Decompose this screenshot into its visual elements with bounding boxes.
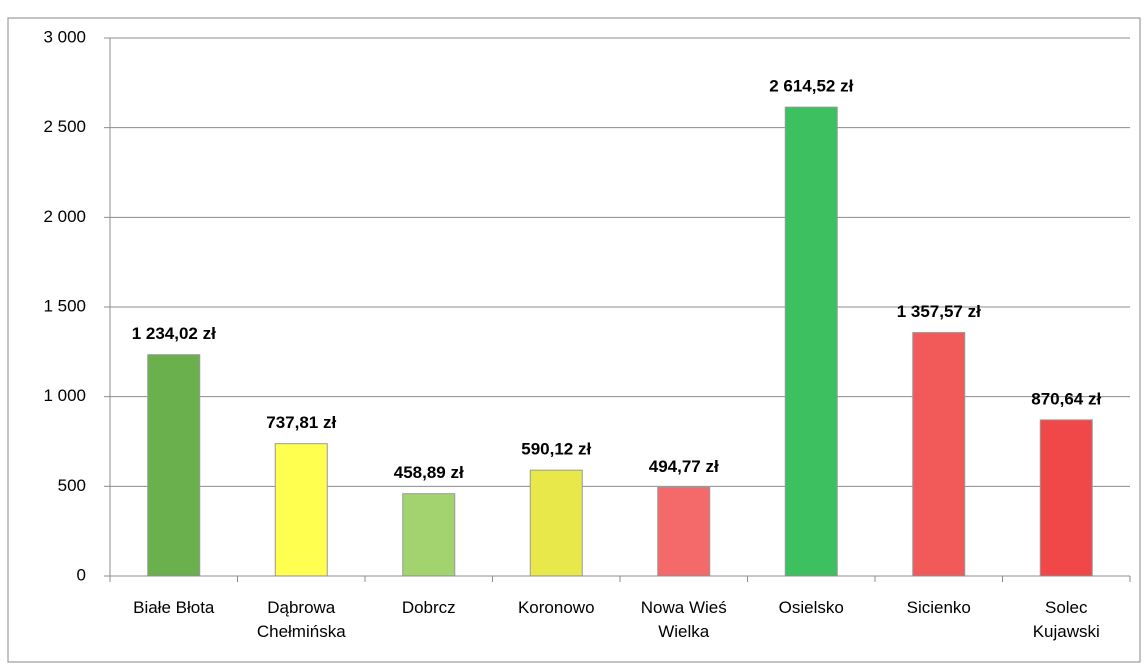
x-tick-label: Dobrcz [401, 598, 456, 617]
y-tick-label: 2 000 [43, 207, 86, 226]
bar [402, 493, 456, 577]
bar [1039, 419, 1093, 577]
x-tick-label: Nowa Wieś Wielka [640, 598, 727, 641]
bar [657, 486, 711, 577]
value-label: 590,12 zł [521, 440, 591, 459]
bar [529, 469, 583, 577]
value-label: 1 234,02 zł [132, 324, 216, 343]
value-label: 458,89 zł [394, 463, 464, 482]
bar [912, 332, 966, 577]
bar [784, 106, 838, 577]
y-tick-label: 2 500 [43, 117, 86, 136]
x-tick-label: Koronowo [517, 598, 595, 617]
x-tick-label: Osielsko [778, 598, 844, 617]
x-tick-label: Białe Błota [133, 598, 215, 617]
value-label: 1 357,57 zł [897, 302, 981, 321]
value-label: 494,77 zł [649, 457, 719, 476]
value-label: 870,64 zł [1031, 389, 1101, 408]
bar [274, 443, 328, 577]
x-tick-label: Dąbrowa Chełmińska [256, 598, 346, 641]
y-tick-label: 0 [77, 565, 86, 584]
y-tick-label: 3 000 [43, 27, 86, 46]
value-label: 737,81 zł [266, 413, 336, 432]
y-tick-label: 1 500 [43, 296, 86, 315]
y-tick-label: 500 [58, 476, 86, 495]
bar [147, 354, 201, 577]
y-tick-label: 1 000 [43, 386, 86, 405]
x-tick-label: Sicienko [906, 598, 971, 617]
value-label: 2 614,52 zł [769, 77, 853, 96]
x-tick-label: Solec Kujawski [1032, 598, 1100, 641]
